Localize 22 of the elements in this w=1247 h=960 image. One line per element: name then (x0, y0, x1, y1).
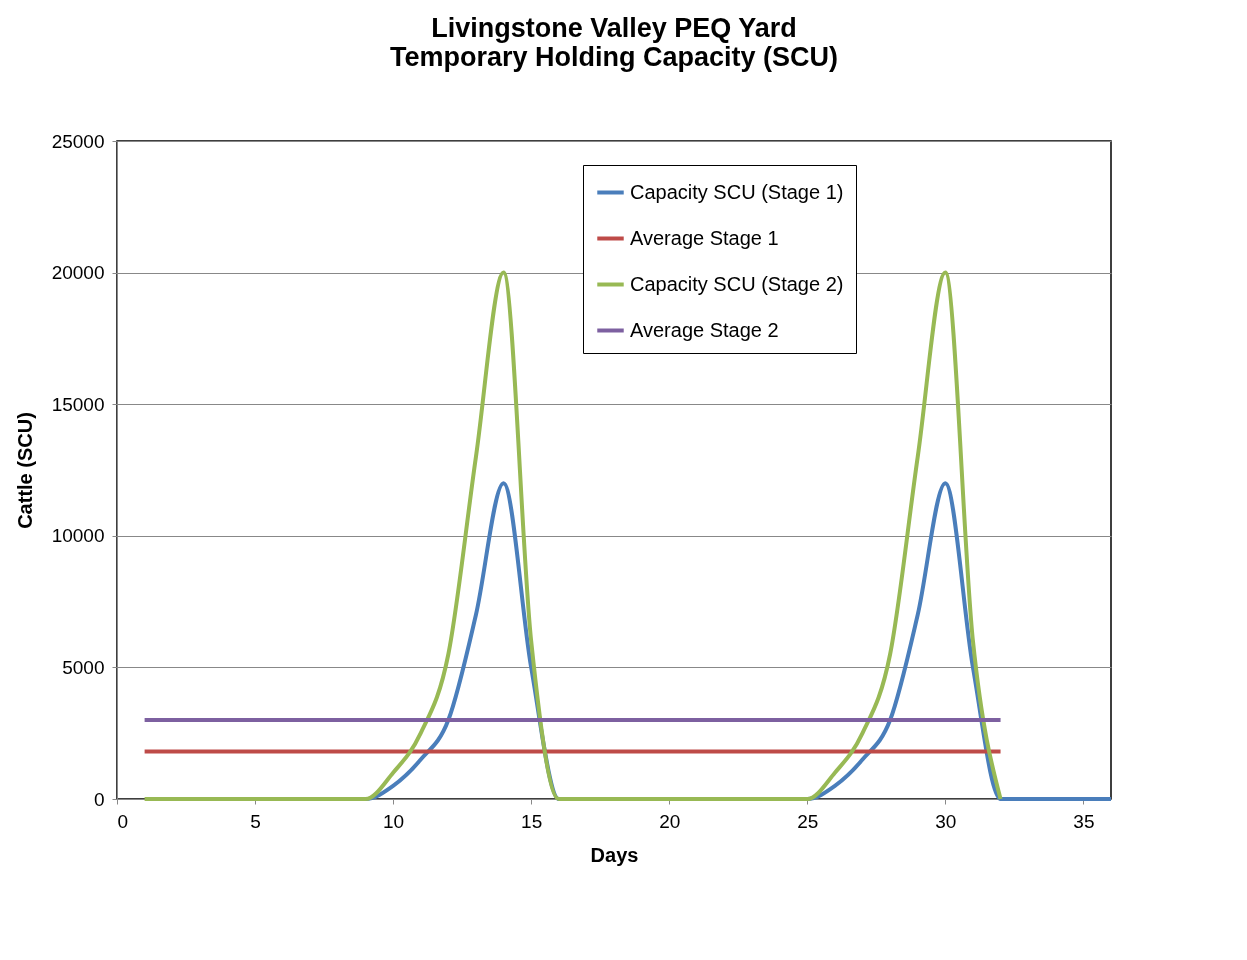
x-tick-label: 5 (250, 810, 261, 832)
line-series (142, 270, 1003, 801)
legend-label: Average Stage 1 (630, 226, 779, 249)
legend-label: Average Stage 2 (630, 318, 779, 341)
chart-title: Livingstone Valley PEQ Yard Temporary Holding Capacity (SCU) (389, 13, 839, 72)
y-tick-label: 25000 (51, 130, 105, 152)
x-tick-label: 0 (117, 810, 129, 832)
x-tick-label: 25 (797, 810, 819, 832)
y-tick-label: 20000 (51, 262, 105, 284)
legend-label: Capacity SCU (Stage 1) (630, 180, 844, 203)
y-tick-label: 15000 (51, 393, 105, 415)
y-tick-label: 10000 (51, 525, 105, 547)
x-tick-label: 15 (521, 810, 543, 832)
x-tick-label: 30 (935, 810, 957, 832)
y-tick-label: 0 (93, 788, 105, 810)
x-axis-title: Days (590, 843, 639, 866)
y-axis-title: Cattle (SCU) (13, 412, 36, 529)
x-tick-label: 20 (659, 810, 681, 832)
y-tick-label: 5000 (62, 656, 105, 678)
x-tick-label: 10 (383, 810, 405, 832)
legend-label: Capacity SCU (Stage 2) (630, 272, 844, 295)
x-tick-label: 35 (1073, 810, 1095, 832)
